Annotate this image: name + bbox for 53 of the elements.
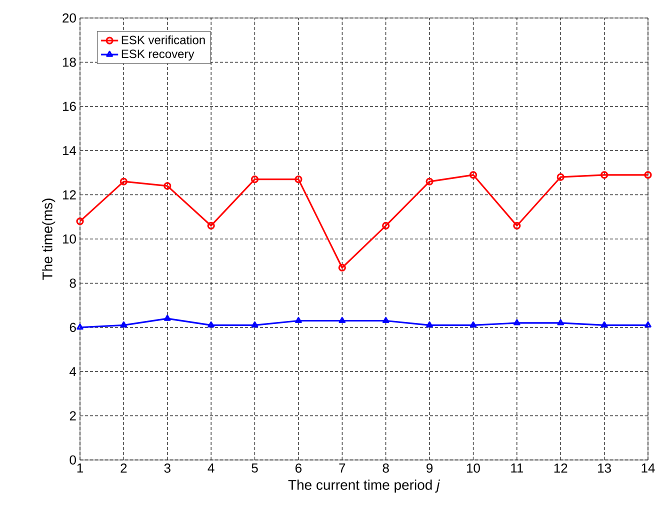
point <box>120 321 128 328</box>
point <box>513 222 521 230</box>
point <box>338 316 346 324</box>
x-tick-label: 6 <box>296 464 302 473</box>
point <box>426 321 433 328</box>
x-tick-label: 12 <box>554 464 568 473</box>
y-tick-label: 2 <box>70 411 76 420</box>
point <box>600 171 608 179</box>
point <box>295 316 302 324</box>
x-tick-label: 11 <box>511 464 524 472</box>
x-tick-label: 1 <box>77 464 83 472</box>
y-tick-label: 18 <box>63 58 76 67</box>
x-tick-label: 13 <box>598 464 611 473</box>
point <box>469 171 478 179</box>
point <box>207 222 215 230</box>
point <box>120 178 128 186</box>
point <box>557 319 564 326</box>
point <box>164 314 171 321</box>
point <box>382 222 390 230</box>
x-tick-label: 3 <box>164 464 170 473</box>
point <box>251 321 258 328</box>
y-tick-label: 14 <box>63 146 76 156</box>
x-tick-label: 4 <box>208 464 214 472</box>
x-tick-label: 5 <box>252 464 258 473</box>
y-tick-label: 16 <box>63 102 76 111</box>
point <box>514 319 520 326</box>
y-tick-label: 8 <box>70 278 76 288</box>
legend-label: ESK recovery <box>122 50 194 61</box>
x-tick-label: 7 <box>339 464 346 472</box>
point <box>382 316 390 324</box>
y-tick-label: 20 <box>62 13 76 23</box>
point <box>250 176 259 184</box>
point <box>208 321 214 328</box>
point <box>600 321 608 328</box>
point <box>294 176 302 184</box>
y-axis-title: The time(ms) <box>42 198 56 280</box>
x-tick-label: 8 <box>382 464 389 473</box>
x-axis-title: The current time period j <box>288 480 440 493</box>
legend-label: ESK verification <box>122 35 205 44</box>
x-tick-label: 9 <box>426 464 433 473</box>
point <box>426 178 434 186</box>
x-tick-label: 10 <box>466 464 480 473</box>
y-tick-label: 6 <box>70 322 76 332</box>
point <box>556 173 564 181</box>
x-tick-label: 14 <box>642 464 655 472</box>
y-tick-label: 4 <box>70 367 76 376</box>
y-tick-label: 12 <box>63 190 76 200</box>
point <box>470 321 477 328</box>
y-tick-label: 0 <box>70 455 76 465</box>
y-tick-label: 10 <box>63 234 76 244</box>
point <box>338 264 346 272</box>
point <box>164 182 172 190</box>
x-tick-label: 2 <box>120 464 127 473</box>
